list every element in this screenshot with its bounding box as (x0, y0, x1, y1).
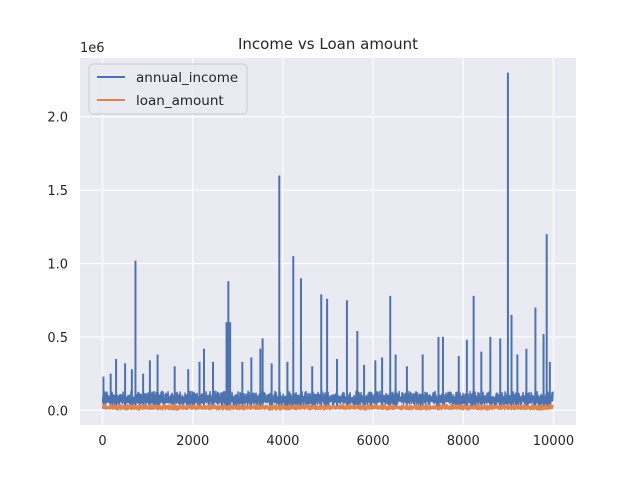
x-tick-label: 2000 (176, 434, 209, 449)
series-lines (101, 72, 554, 411)
legend: annual_income loan_amount (88, 63, 248, 115)
y-tick-label: 2.0 (47, 111, 68, 126)
x-tick-label: 8000 (447, 434, 480, 449)
y-tick-label: 1.0 (47, 258, 68, 273)
y-tick-label: 0.5 (47, 331, 68, 346)
x-tick-label: 0 (98, 434, 106, 449)
y-tick-labels: 0.0 0.5 1.0 1.5 2.0 (47, 111, 68, 420)
y-tick-label: 1.5 (47, 184, 68, 199)
y-tick-label: 0.0 (47, 404, 68, 419)
legend-label-annual_income: annual_income (136, 70, 238, 86)
loan_amount-line (101, 403, 554, 411)
y-offset-text: 1e6 (80, 41, 105, 56)
x-tick-labels: 0 2000 4000 6000 8000 10000 (98, 434, 574, 449)
x-tick-label: 10000 (533, 434, 574, 449)
grid (80, 58, 576, 425)
legend-box (88, 63, 248, 115)
x-tick-label: 6000 (357, 434, 390, 449)
legend-label-loan_amount: loan_amount (136, 93, 224, 109)
chart-title: Income vs Loan amount (238, 35, 418, 53)
x-tick-label: 4000 (266, 434, 299, 449)
